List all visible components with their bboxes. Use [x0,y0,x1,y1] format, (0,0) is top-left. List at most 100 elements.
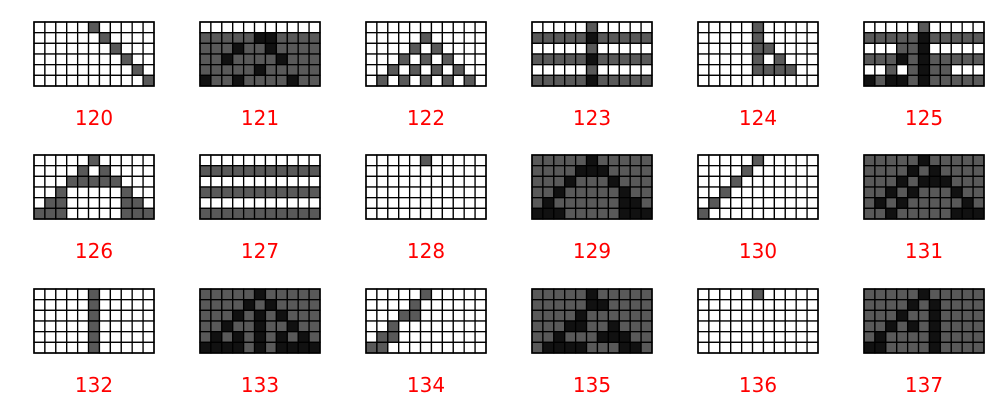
grid-cell [253,207,267,220]
grid-cell [66,53,79,66]
grid-cell [564,165,577,177]
grid-cell [542,32,555,44]
grid-cell [596,165,610,177]
grid-cell [553,309,566,322]
grid-cell [950,288,963,301]
grid-cell [928,309,942,322]
grid-cell [708,154,721,167]
grid-cell [885,320,898,333]
grid-cell [286,197,299,209]
grid-cell [618,165,631,177]
grid-cell [939,320,952,333]
grid-cell [297,288,310,301]
grid-cell [784,288,797,301]
grid-cell [76,64,90,76]
grid-cell [928,320,942,333]
grid-cell [961,21,974,34]
grid-cell [972,74,985,87]
grid-cell [531,74,544,87]
grid-cell [452,74,465,87]
grid-cell [308,175,321,188]
grid-cell [806,154,819,167]
grid-cell [131,331,144,343]
grid-cell [751,299,765,311]
grid-cell [109,186,122,199]
grid-cell [419,207,433,220]
grid-cell [906,288,920,301]
grid-cell [751,320,765,333]
grid-cell [33,74,46,87]
grid-cell [885,341,898,354]
grid-cell [98,197,112,209]
grid-cell [885,154,898,167]
grid-cell [199,32,212,44]
grid-cell [708,32,721,44]
grid-cell [607,288,620,301]
grid-cell [109,165,122,177]
grid-cell [906,32,920,44]
grid-cell [87,175,101,188]
grid-cell [542,21,555,34]
grid-cell [253,53,267,66]
grid-cell [618,341,631,354]
grid-cell [708,175,721,188]
grid-cell [697,42,710,55]
grid-cell [531,299,544,311]
grid-cell [585,331,599,343]
grid-cell [806,64,819,76]
grid-cell [87,42,101,55]
grid-cell [33,64,46,76]
grid-cell [553,53,566,66]
grid-border [863,154,985,220]
grid-cell [730,74,743,87]
grid-cell [376,53,389,66]
grid-cell [863,21,876,34]
grid-cell [264,207,278,220]
grid-cell [33,331,46,343]
grid-cell [640,331,653,343]
grid-cell [629,42,642,55]
grid-cell [730,207,743,220]
grid-cell [885,175,898,188]
grid-cell [574,288,588,301]
grid-cell [939,154,952,167]
grid-cell [430,207,444,220]
grid-cell [387,186,400,199]
grid-cell [55,341,68,354]
grid-cell [365,197,378,209]
grid-cell [253,341,267,354]
grid-cell [199,165,212,177]
grid-cell [719,154,732,167]
grid-cell [751,186,765,199]
pattern-panel: 120 [32,20,156,140]
grid-cell [120,165,133,177]
grid-cell [885,21,898,34]
grid-cell [596,309,610,322]
grid-cell [531,341,544,354]
grid-cell [33,154,46,167]
grid-cell [430,53,444,66]
grid-cell [264,197,278,209]
grid-cell [740,74,754,87]
grid-cell [950,207,963,220]
grid-cell [874,331,887,343]
grid-cell [773,299,786,311]
grid-cell [740,64,754,76]
grid-cell [308,32,321,44]
grid-cell [430,74,444,87]
grid-cell [430,165,444,177]
grid-cell [419,341,433,354]
grid-cell [784,207,797,220]
grid-cell [441,299,454,311]
grid-cell [708,186,721,199]
grid-cell [264,74,278,87]
grid-cell [76,154,90,167]
grid-cell [939,197,952,209]
grid-cell [66,320,79,333]
grid-cell [142,21,155,34]
grid-cell [253,331,267,343]
grid-cell [751,175,765,188]
grid-cell [773,21,786,34]
grid-cell [98,288,112,301]
grid-cell [607,341,620,354]
